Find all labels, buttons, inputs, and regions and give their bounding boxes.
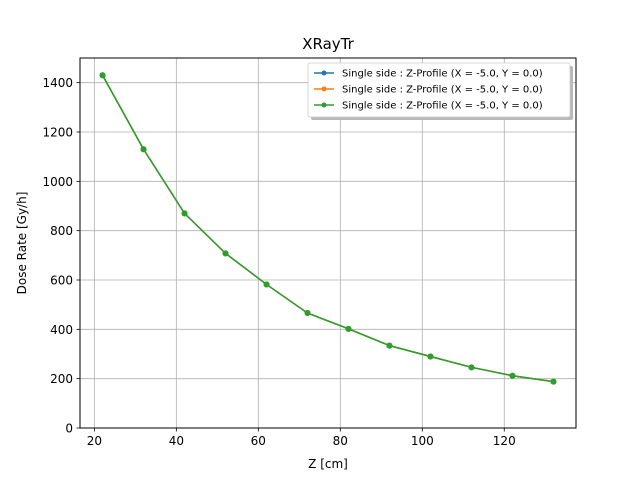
y-axis-label: Dose Rate [Gy/h] xyxy=(15,192,29,295)
data-point xyxy=(99,72,106,79)
legend-box xyxy=(307,62,571,118)
plot-frame xyxy=(79,57,577,429)
data-point xyxy=(427,353,434,360)
y-tick-label: 200 xyxy=(50,372,73,386)
data-point xyxy=(140,146,147,153)
legend-label: Single side : Z-Profile (X = -5.0, Y = 0… xyxy=(342,101,543,112)
legend-marker xyxy=(321,86,327,92)
data-point xyxy=(386,342,393,349)
y-tick-label: 1400 xyxy=(42,76,73,90)
legend: Single side : Z-Profile (X = -5.0, Y = 0… xyxy=(307,62,573,120)
x-tick-label: 120 xyxy=(493,434,516,448)
series-line xyxy=(101,74,554,383)
x-tick-label: 20 xyxy=(87,434,102,448)
data-point xyxy=(181,210,188,217)
legend-label: Single side : Z-Profile (X = -5.0, Y = 0… xyxy=(342,85,543,96)
y-tick-label: 400 xyxy=(50,323,73,337)
data-point xyxy=(550,378,557,385)
chart-title: XRayTr xyxy=(302,35,354,53)
y-tick-label: 1000 xyxy=(42,175,73,189)
data-point xyxy=(509,372,516,379)
legend-item: Single side : Z-Profile (X = -5.0, Y = 0… xyxy=(314,101,543,112)
x-axis-label: Z [cm] xyxy=(308,457,348,471)
x-tick-label: 80 xyxy=(333,434,348,448)
legend-item: Single side : Z-Profile (X = -5.0, Y = 0… xyxy=(314,69,543,80)
data-point xyxy=(222,250,229,257)
x-tick-label: 60 xyxy=(251,434,266,448)
legend-marker xyxy=(321,70,327,76)
y-tick-label: 800 xyxy=(50,224,73,238)
legend-label: Single side : Z-Profile (X = -5.0, Y = 0… xyxy=(342,69,543,80)
series-3 xyxy=(99,72,557,385)
legend-item: Single side : Z-Profile (X = -5.0, Y = 0… xyxy=(314,85,543,96)
data-point xyxy=(345,325,352,332)
y-tick-label: 600 xyxy=(50,274,73,288)
x-tick-label: 100 xyxy=(411,434,434,448)
data-point xyxy=(468,364,475,371)
data-point xyxy=(263,281,270,288)
data-point xyxy=(304,310,311,317)
y-tick-label: 0 xyxy=(65,422,73,436)
y-tick-label: 1200 xyxy=(42,126,73,140)
series-layer xyxy=(99,72,557,385)
x-tick-label: 40 xyxy=(169,434,184,448)
legend-marker xyxy=(321,102,327,108)
